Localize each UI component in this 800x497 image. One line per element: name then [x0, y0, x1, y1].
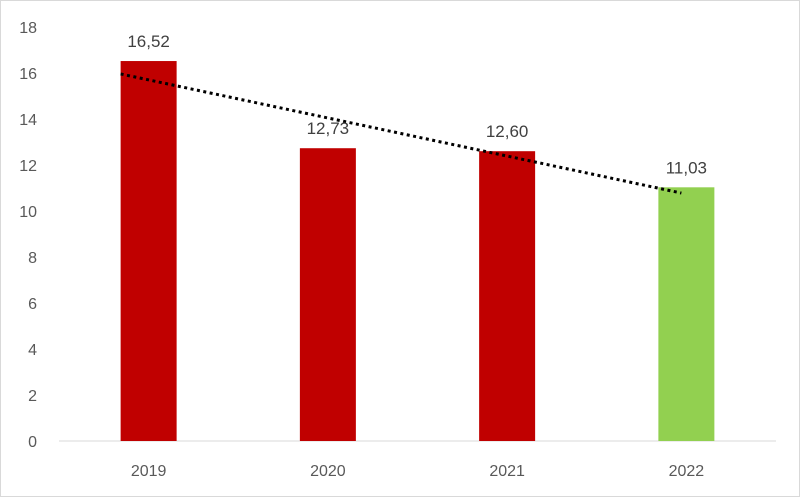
y-tick-label: 14	[19, 112, 37, 129]
x-tick-label: 2022	[669, 463, 705, 480]
y-tick-label: 12	[19, 158, 37, 175]
data-label-2022: 11,03	[666, 158, 707, 177]
data-labels-group: 16,52 12,73 12,60 11,03	[127, 32, 707, 177]
bars-group	[120, 61, 715, 441]
x-tick-label: 2020	[310, 463, 346, 480]
data-label-2019: 16,52	[127, 32, 170, 51]
x-tick-label: 2021	[489, 463, 525, 480]
y-tick-label: 18	[19, 20, 37, 37]
y-tick-label: 4	[28, 342, 37, 359]
y-tick-label: 8	[28, 250, 37, 267]
y-tick-label: 6	[28, 296, 37, 313]
y-tick-label: 10	[19, 204, 37, 221]
y-tick-label: 0	[28, 434, 37, 451]
trendline-group	[120, 72, 682, 195]
data-label-2021: 12,60	[486, 122, 529, 141]
data-label-2020: 12,73	[307, 119, 350, 138]
y-tick-label: 2	[28, 388, 37, 405]
bar-2021	[479, 151, 536, 441]
bar-2019	[120, 61, 177, 441]
trendline	[120, 72, 682, 195]
y-tick-label: 16	[19, 66, 37, 83]
x-axis: 2019 2020 2021 2022	[131, 463, 704, 480]
x-tick-label: 2019	[131, 463, 167, 480]
bar-2020	[299, 148, 356, 441]
y-axis: 0 2 4 6 8 10 12 14 16 18	[19, 20, 37, 451]
bar-2022	[658, 187, 715, 441]
